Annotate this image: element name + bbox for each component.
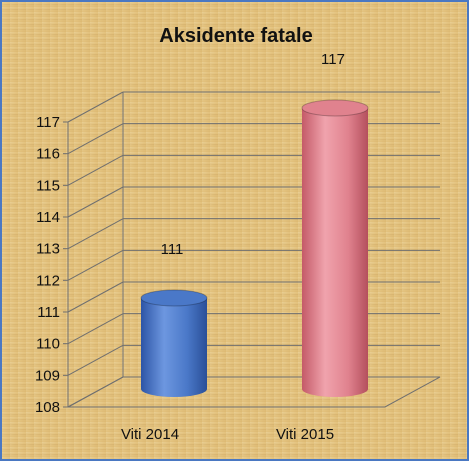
bar-top bbox=[140, 289, 208, 307]
x-axis: Viti 2014 Viti 2015 bbox=[121, 426, 334, 443]
y-tick-label: 117 bbox=[36, 114, 60, 131]
y-tick-label: 111 bbox=[37, 304, 60, 321]
y-tick-label: 115 bbox=[36, 177, 60, 194]
x-tick-label: Viti 2015 bbox=[276, 426, 334, 443]
gridline-side bbox=[67, 376, 124, 408]
data-label: 111 bbox=[161, 241, 184, 258]
data-label: 117 bbox=[321, 51, 345, 68]
bars: 111 117 bbox=[140, 51, 369, 397]
gridline-side bbox=[67, 344, 124, 376]
gridline-side bbox=[67, 123, 124, 155]
gridline-side bbox=[67, 249, 124, 281]
y-tick-label: 109 bbox=[35, 367, 60, 384]
bar-body bbox=[141, 298, 207, 397]
bar-body bbox=[302, 108, 368, 397]
y-tick-label: 114 bbox=[36, 209, 60, 226]
gridline-side bbox=[67, 91, 124, 123]
gridline-side bbox=[67, 186, 124, 218]
grid-layer bbox=[67, 91, 441, 408]
bar-1: 111 bbox=[140, 241, 208, 397]
y-tick-label: 110 bbox=[36, 336, 60, 353]
gridline-side bbox=[67, 218, 124, 250]
gridline-side bbox=[67, 281, 124, 313]
y-tick-label: 108 bbox=[35, 399, 60, 416]
y-tick-label: 112 bbox=[36, 272, 60, 289]
y-tick-label: 116 bbox=[36, 146, 60, 163]
bar-2: 117 bbox=[301, 51, 369, 397]
chart-title: Aksidente fatale bbox=[159, 25, 312, 47]
y-tick-label: 113 bbox=[36, 241, 60, 258]
gridline-side bbox=[67, 154, 124, 186]
gridline-side bbox=[67, 313, 124, 345]
x-tick-label: Viti 2014 bbox=[121, 426, 179, 443]
y-axis: 108 109 110 111 112 113 114 115 116 117 bbox=[35, 114, 68, 416]
bar-top bbox=[301, 99, 369, 117]
